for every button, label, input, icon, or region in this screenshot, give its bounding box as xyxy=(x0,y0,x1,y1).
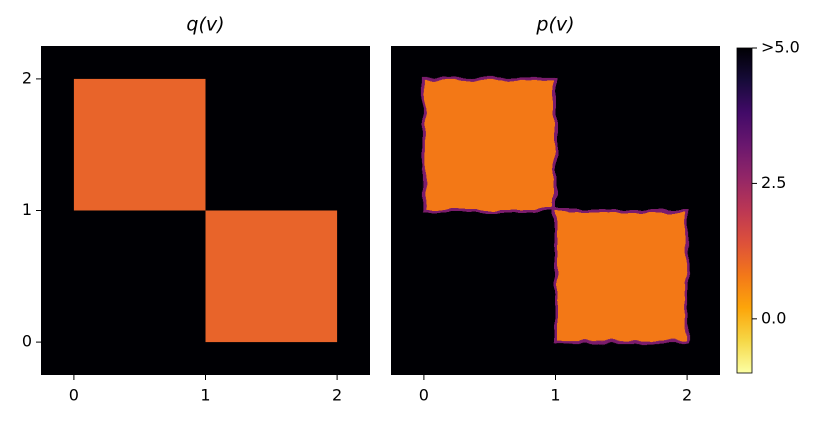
density-region xyxy=(554,209,689,344)
plot-title: q(v) xyxy=(186,14,224,36)
density-region xyxy=(205,210,338,343)
colorbar xyxy=(736,47,753,374)
x-tick-label: 2 xyxy=(682,386,692,405)
plot-title: p(v) xyxy=(535,14,574,36)
colorbar-tick-label: >5.0 xyxy=(761,38,800,57)
colorbar-tick-label: 0.0 xyxy=(761,308,786,327)
x-tick-label: 1 xyxy=(550,386,560,405)
y-tick-label: 2 xyxy=(22,68,32,87)
y-tick-label: 0 xyxy=(22,332,32,351)
x-tick-label: 1 xyxy=(200,386,210,405)
density-region xyxy=(422,77,557,213)
y-tick-label: 1 xyxy=(22,200,32,219)
x-tick-label: 0 xyxy=(69,386,79,405)
density-region xyxy=(73,78,206,211)
x-tick-label: 2 xyxy=(332,386,342,405)
x-tick-label: 0 xyxy=(419,386,429,405)
colorbar-tick-label: 2.5 xyxy=(761,173,786,192)
